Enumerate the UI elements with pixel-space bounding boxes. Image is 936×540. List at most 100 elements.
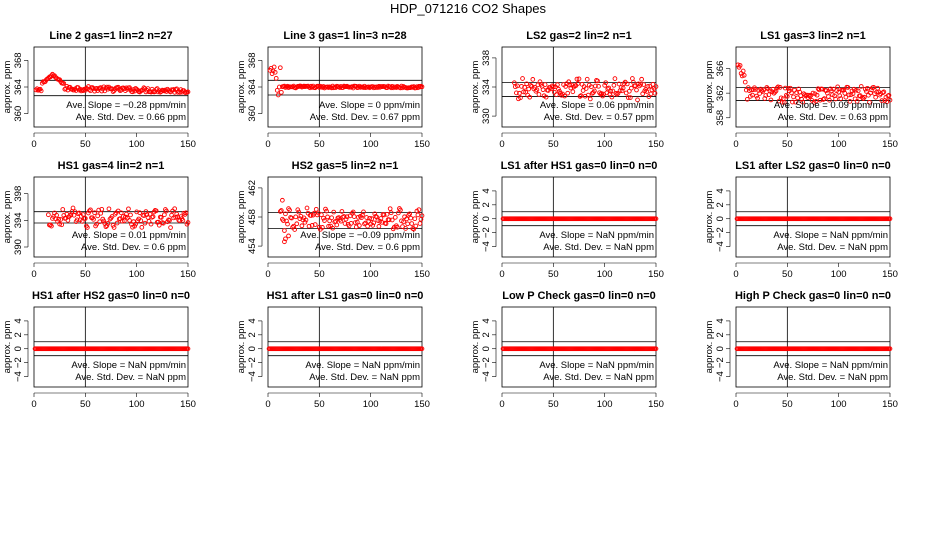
- data-point: [554, 92, 559, 97]
- data-point: [138, 218, 144, 223]
- plot-frame: [267, 176, 423, 258]
- data-point: [370, 223, 376, 228]
- data-point: [741, 72, 747, 78]
- data-point: [887, 346, 893, 352]
- y-tick-label: 2: [481, 202, 492, 207]
- data-point: [794, 90, 799, 95]
- x-tick-label: 50: [314, 139, 325, 150]
- data-point: [115, 84, 121, 90]
- data-point: [634, 87, 639, 93]
- data-point: [174, 211, 180, 217]
- data-point: [620, 85, 626, 91]
- data-point: [294, 221, 300, 227]
- y-tick-label: 338: [481, 50, 492, 66]
- data-point: [806, 92, 812, 98]
- data-point: [354, 219, 360, 225]
- data-point: [338, 218, 344, 224]
- y-tick-label: 364: [13, 79, 24, 95]
- data-point: [609, 94, 615, 100]
- data-point: [653, 84, 659, 89]
- data-point: [847, 99, 853, 104]
- data-point: [137, 210, 143, 216]
- data-point: [570, 89, 576, 95]
- data-point: [321, 215, 326, 221]
- std-dev-annotation: Ave. Std. Dev. = NaN ppm: [543, 242, 654, 253]
- y-tick-label: 366: [715, 61, 726, 77]
- std-dev-annotation: Ave. Std. Dev. = 0.6 ppm: [81, 242, 186, 253]
- x-tick-label: 150: [414, 269, 430, 280]
- data-point: [322, 218, 327, 223]
- data-point: [607, 91, 613, 97]
- data-point: [641, 82, 647, 87]
- data-point: [164, 208, 169, 214]
- y-tick-label: −2: [247, 357, 258, 368]
- chart-panel-1: Line 2 gas=1 lin=2 n=27 0 50 100 150 360 364 36…: [2, 30, 196, 150]
- y-axis-label: approx. ppm: [704, 321, 715, 374]
- chart-title: LS1 gas=3 lin=2 n=1: [760, 30, 865, 42]
- chart-title: LS1 after LS2 gas=0 lin=0 n=0: [735, 160, 891, 172]
- data-point: [128, 212, 133, 218]
- data-point: [842, 90, 848, 96]
- data-point: [371, 220, 377, 226]
- data-point: [75, 211, 81, 217]
- x-tick-label: 150: [414, 139, 430, 150]
- data-point: [746, 88, 752, 93]
- main-title: HDP_071216 CO2 Shapes: [389, 1, 547, 16]
- data-point: [837, 93, 843, 99]
- data-point: [271, 64, 277, 70]
- data-point: [309, 223, 315, 228]
- data-point: [608, 89, 614, 94]
- data-point: [386, 217, 392, 223]
- chart-panel-3: LS2 gas=2 lin=2 n=1 0 50 100 150 330 334 338app…: [470, 30, 664, 150]
- data-point: [171, 87, 176, 92]
- data-point: [846, 92, 852, 98]
- x-tick-label: 100: [129, 399, 145, 410]
- data-point: [419, 346, 425, 352]
- chart-title: HS1 after LS1 gas=0 lin=0 n=0: [267, 290, 424, 302]
- data-point: [614, 91, 620, 97]
- chart-title: HS1 gas=4 lin=2 n=1: [58, 160, 165, 172]
- data-point: [96, 207, 102, 213]
- data-point: [285, 221, 290, 227]
- data-point: [793, 99, 798, 105]
- data-point: [556, 86, 561, 92]
- data-point: [772, 89, 778, 95]
- data-point: [593, 83, 598, 89]
- data-point: [87, 208, 92, 214]
- data-point: [518, 95, 523, 101]
- y-tick-label: −4: [715, 241, 726, 252]
- y-tick-label: −2: [481, 357, 492, 368]
- data-point: [367, 215, 372, 221]
- data-point: [768, 97, 774, 103]
- data-point: [172, 89, 178, 95]
- chart-panel-7: LS1 after HS1 gas=0 lin=0 n=0 0 50 100 150 −4…: [470, 160, 664, 280]
- data-point: [339, 209, 345, 214]
- data-point: [565, 90, 571, 96]
- data-point: [742, 79, 748, 85]
- data-point: [576, 76, 582, 82]
- data-point: [527, 94, 533, 100]
- data-point: [99, 206, 105, 212]
- data-point: [587, 96, 593, 102]
- data-point: [835, 84, 840, 90]
- data-point: [71, 87, 77, 93]
- data-point: [76, 210, 82, 216]
- y-tick-label: 0: [247, 346, 258, 351]
- data-point: [859, 95, 865, 100]
- data-point: [144, 212, 150, 217]
- y-axis-label: approx. ppm: [470, 61, 481, 114]
- data-point: [821, 96, 827, 102]
- y-axis-label: approx. ppm: [2, 321, 13, 374]
- data-point: [185, 346, 191, 352]
- data-point: [596, 83, 601, 89]
- x-tick-label: 100: [363, 269, 379, 280]
- x-tick-label: 50: [548, 269, 559, 280]
- data-point: [613, 91, 619, 96]
- chart-panel-5: HS1 gas=4 lin=2 n=1 0 50 100 150 390 394 398app…: [2, 160, 196, 280]
- data-point: [364, 215, 369, 220]
- data-point: [344, 214, 350, 220]
- data-point: [645, 84, 651, 89]
- data-point: [133, 221, 138, 227]
- data-point: [745, 85, 751, 90]
- data-point: [372, 211, 378, 217]
